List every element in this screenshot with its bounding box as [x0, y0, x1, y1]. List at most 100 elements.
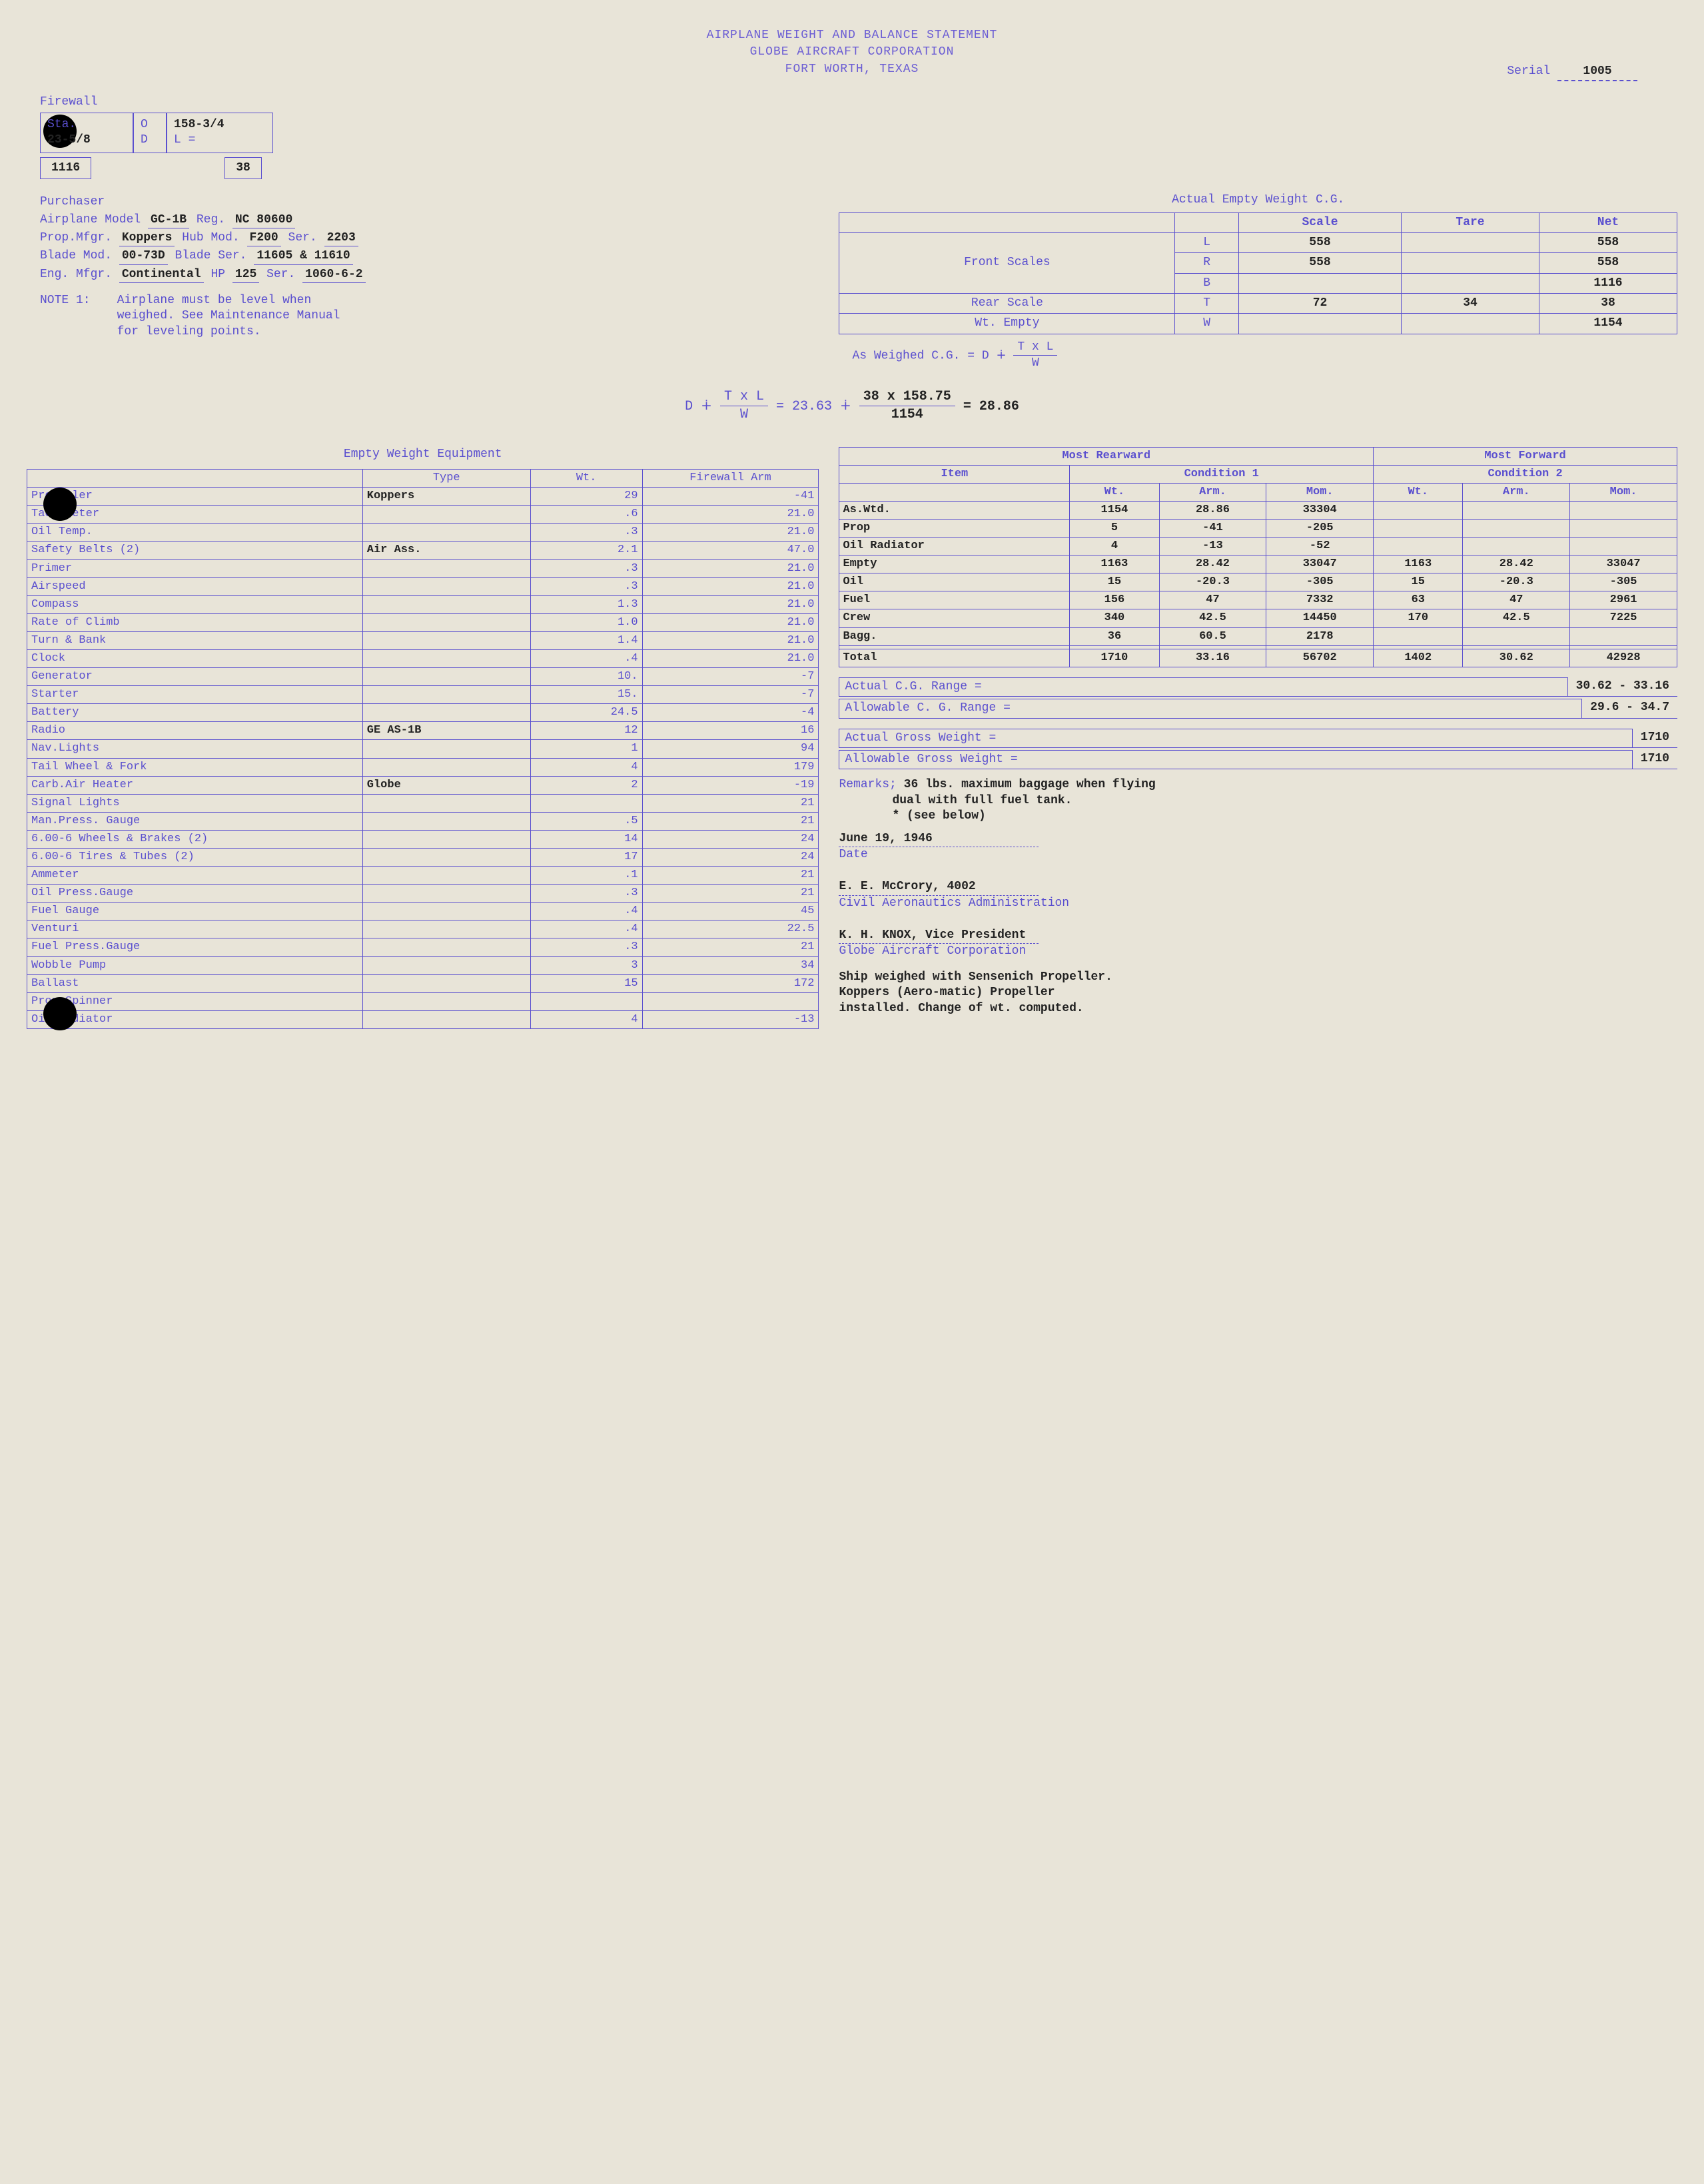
allow-cg-value: 29.6 - 34.7: [1582, 699, 1677, 718]
equip-type: [362, 849, 530, 867]
equip-wt: 15: [530, 974, 642, 992]
serial-label: Serial: [1507, 65, 1550, 78]
equip-name: Radio: [27, 722, 363, 740]
equip-wt: 2.1: [530, 542, 642, 559]
prop-mfgr: Koppers: [119, 230, 175, 246]
equip-wt: .5: [530, 812, 642, 830]
actual-gw-label: Actual Gross Weight =: [839, 729, 1632, 748]
blade-ser: 11605 & 11610: [254, 248, 352, 264]
equip-name: Oil Radiator: [27, 1010, 363, 1028]
equip-type: [362, 668, 530, 686]
equip-arm: 45: [642, 903, 819, 920]
cond-val: 28.86: [1159, 501, 1266, 519]
equip-h-arm: Firewall Arm: [642, 470, 819, 488]
equip-wt: 14: [530, 830, 642, 848]
cond-h-arm: Arm.: [1159, 483, 1266, 501]
eng-mfgr: Continental: [119, 267, 204, 283]
table-row: Fuel Press.Gauge .3 21: [27, 938, 819, 956]
cond-val: 14450: [1266, 609, 1374, 627]
cond-val: 42.5: [1159, 609, 1266, 627]
remarks-label: Remarks;: [839, 778, 896, 791]
equip-wt: 2: [530, 776, 642, 794]
cond-val: -305: [1570, 573, 1677, 591]
cond-val: -205: [1266, 520, 1374, 538]
cond-val: 1163: [1374, 555, 1463, 573]
equip-arm: 21.0: [642, 506, 819, 524]
cond-val: -20.3: [1463, 573, 1570, 591]
sig-block-1: E. E. McCrory, 4002 Civil Aeronautics Ad…: [839, 879, 1677, 911]
cond-val: [1374, 538, 1463, 555]
cond-val: 2178: [1266, 627, 1374, 645]
cond-val: 7332: [1266, 591, 1374, 609]
date-value: June 19, 1946: [839, 831, 1039, 847]
note-label: NOTE 1:: [40, 293, 91, 340]
cond-val: [1570, 501, 1677, 519]
cond-item: Oil: [839, 573, 1070, 591]
equip-wt: 12: [530, 722, 642, 740]
cond-h-item: Item: [839, 465, 1070, 483]
equip-name: 6.00-6 Wheels & Brakes (2): [27, 830, 363, 848]
remarks-text3: * (see below): [892, 809, 1677, 824]
sta-value: 23-5/8: [47, 133, 126, 148]
cond-val: 33047: [1570, 555, 1677, 573]
cond-val: [1570, 627, 1677, 645]
calc-line: D ∔ T x L W = 23.63 ∔ 38 x 158.75 1154 =…: [27, 388, 1677, 424]
equip-type: [362, 920, 530, 938]
note-text: Airplane must be level when weighed. See…: [117, 293, 360, 340]
cg-val: 38: [1539, 294, 1677, 314]
table-row: As.Wtd. 1154 28.86 33304: [839, 501, 1677, 519]
equip-arm: 16: [642, 722, 819, 740]
equip-type: [362, 524, 530, 542]
cond-val: 33.16: [1159, 649, 1266, 667]
table-row: Ballast 15 172: [27, 974, 819, 992]
equip-name: Turn & Bank: [27, 631, 363, 649]
equip-name: Compass: [27, 595, 363, 613]
cg-val: [1402, 232, 1539, 252]
sig2-name: K. H. KNOX, Vice President: [839, 928, 1039, 944]
equip-type: [362, 649, 530, 667]
model-label: Airplane Model: [40, 213, 141, 226]
condition-table: Most Rearward Most Forward Item Conditio…: [839, 447, 1677, 667]
hp-value: 125: [232, 267, 259, 283]
cond-val: 42928: [1570, 649, 1677, 667]
cg-val: 558: [1539, 253, 1677, 273]
table-row: Total 1710 33.16 56702 1402 30.62 42928: [839, 649, 1677, 667]
equip-name: Signal Lights: [27, 794, 363, 812]
equip-name: Prop Spinner: [27, 992, 363, 1010]
table-row: Oil Temp. .3 21.0: [27, 524, 819, 542]
calc-mid-num: 38 x 158.75: [859, 388, 955, 406]
cg-val: 558: [1539, 232, 1677, 252]
cond-item: As.Wtd.: [839, 501, 1070, 519]
firewall-box: Sta. 23-5/8 O D 158-3/4 L =: [40, 113, 1677, 153]
cond-h-rear: Most Rearward: [839, 447, 1374, 465]
equip-type: GE AS-1B: [362, 722, 530, 740]
serial-value: 1005: [1557, 64, 1637, 81]
cond-val: [1463, 520, 1570, 538]
table-row: Battery 24.5 -4: [27, 704, 819, 722]
equip-type: [362, 938, 530, 956]
equip-type: [362, 595, 530, 613]
cond-item: Prop: [839, 520, 1070, 538]
cond-h-wt: Wt.: [1070, 483, 1159, 501]
remarks-text1: 36 lbs. maximum baggage when flying: [904, 778, 1156, 791]
footnote-l2: Koppers (Aero-matic) Propeller: [839, 985, 1677, 1000]
box-1116: 1116: [40, 157, 91, 179]
header-line-1: AIRPLANE WEIGHT AND BALANCE STATEMENT: [27, 28, 1677, 43]
table-row: Oil Radiator 4 -13 -52: [839, 538, 1677, 555]
equip-name: 6.00-6 Tires & Tubes (2): [27, 849, 363, 867]
table-row: Turn & Bank 1.4 21.0: [27, 631, 819, 649]
cond-item: Total: [839, 649, 1070, 667]
footnote-l1: Ship weighed with Sensenich Propeller.: [839, 970, 1677, 985]
equip-name: Venturi: [27, 920, 363, 938]
cond-val: -13: [1159, 538, 1266, 555]
equip-wt: .3: [530, 577, 642, 595]
sig1-name: E. E. McCrory, 4002: [839, 879, 1039, 895]
equip-name: Clock: [27, 649, 363, 667]
d-label: D: [141, 133, 159, 148]
cg-val: [1402, 273, 1539, 293]
sig-block-2: K. H. KNOX, Vice President Globe Aircraf…: [839, 928, 1677, 960]
note-block: NOTE 1: Airplane must be level when weig…: [40, 293, 360, 340]
equip-arm: 21: [642, 812, 819, 830]
equip-arm: 21.0: [642, 559, 819, 577]
cond-val: 15: [1070, 573, 1159, 591]
